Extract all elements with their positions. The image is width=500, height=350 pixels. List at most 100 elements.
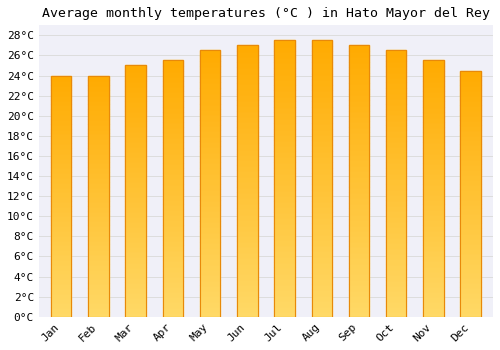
Bar xyxy=(200,125,220,130)
Bar xyxy=(200,50,220,317)
Bar xyxy=(200,253,220,258)
Bar xyxy=(200,178,220,184)
Bar xyxy=(200,152,220,157)
Bar xyxy=(126,191,146,196)
Bar xyxy=(460,307,481,312)
Bar xyxy=(312,201,332,206)
Bar xyxy=(460,154,481,159)
Bar xyxy=(162,163,183,168)
Bar xyxy=(423,286,444,291)
Bar xyxy=(460,292,481,297)
Bar xyxy=(88,249,108,254)
Bar xyxy=(200,61,220,66)
Bar xyxy=(460,110,481,115)
Bar xyxy=(126,216,146,221)
Bar xyxy=(200,247,220,253)
Bar xyxy=(274,74,295,79)
Bar xyxy=(162,189,183,194)
Bar xyxy=(126,116,146,121)
Bar xyxy=(162,240,183,245)
Bar xyxy=(51,312,72,317)
Bar xyxy=(126,267,146,272)
Bar xyxy=(88,119,108,124)
Bar xyxy=(237,262,258,268)
Bar xyxy=(349,203,370,208)
Bar xyxy=(274,195,295,201)
Bar xyxy=(51,109,72,114)
Bar xyxy=(51,302,72,307)
Bar xyxy=(386,88,406,93)
Bar xyxy=(200,82,220,88)
Bar xyxy=(386,125,406,130)
Bar xyxy=(349,252,370,257)
Bar xyxy=(51,76,72,80)
Bar xyxy=(162,107,183,112)
Bar xyxy=(162,127,183,132)
Bar xyxy=(162,96,183,102)
Bar xyxy=(126,121,146,126)
Bar xyxy=(126,302,146,307)
Bar xyxy=(312,178,332,184)
Bar xyxy=(51,298,72,302)
Bar xyxy=(460,85,481,90)
Bar xyxy=(237,203,258,208)
Bar xyxy=(237,105,258,111)
Bar xyxy=(386,136,406,141)
Bar xyxy=(51,216,72,220)
Bar xyxy=(51,240,72,244)
Bar xyxy=(237,100,258,105)
Bar xyxy=(423,224,444,230)
Bar xyxy=(460,214,481,218)
Bar xyxy=(126,287,146,292)
Bar xyxy=(423,301,444,307)
Bar xyxy=(200,168,220,173)
Bar xyxy=(126,176,146,181)
Bar xyxy=(386,237,406,242)
Bar xyxy=(386,226,406,232)
Bar xyxy=(51,244,72,249)
Bar xyxy=(126,272,146,276)
Bar xyxy=(51,143,72,148)
Bar xyxy=(162,296,183,301)
Bar xyxy=(126,106,146,111)
Bar xyxy=(423,189,444,194)
Bar xyxy=(349,181,370,187)
Bar xyxy=(423,281,444,286)
Bar xyxy=(88,273,108,278)
Bar xyxy=(423,183,444,189)
Bar xyxy=(126,241,146,246)
Bar xyxy=(460,312,481,317)
Bar xyxy=(460,169,481,174)
Bar xyxy=(162,291,183,296)
Bar xyxy=(237,116,258,121)
Bar xyxy=(88,235,108,240)
Bar xyxy=(386,194,406,200)
Bar xyxy=(126,146,146,151)
Bar xyxy=(349,154,370,159)
Bar xyxy=(51,225,72,230)
Bar xyxy=(386,130,406,136)
Bar xyxy=(88,307,108,312)
Bar xyxy=(386,205,406,210)
Bar xyxy=(460,297,481,302)
Bar xyxy=(162,137,183,142)
Bar xyxy=(423,86,444,91)
Bar xyxy=(423,219,444,224)
Bar xyxy=(312,62,332,68)
Bar xyxy=(126,65,146,70)
Bar xyxy=(237,257,258,262)
Bar xyxy=(312,129,332,134)
Bar xyxy=(312,234,332,239)
Bar xyxy=(200,120,220,125)
Bar xyxy=(386,162,406,168)
Bar xyxy=(237,56,258,62)
Bar xyxy=(460,278,481,282)
Bar xyxy=(126,186,146,191)
Bar xyxy=(312,261,332,267)
Bar xyxy=(274,62,295,68)
Bar xyxy=(423,96,444,102)
Bar xyxy=(200,290,220,295)
Bar xyxy=(386,242,406,247)
Bar xyxy=(274,57,295,62)
Bar xyxy=(51,230,72,235)
